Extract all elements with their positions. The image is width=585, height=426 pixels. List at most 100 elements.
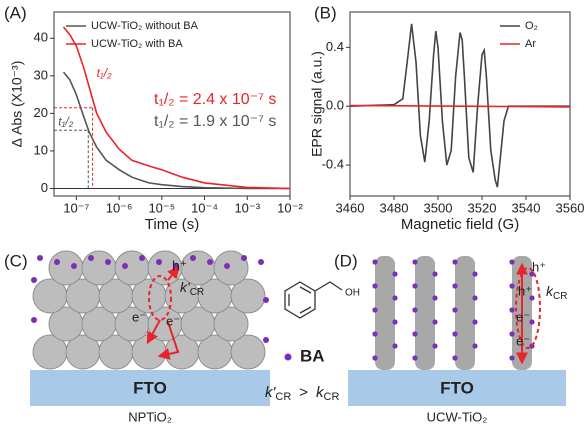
y-tick-label: 0.4 xyxy=(326,39,344,54)
arrow xyxy=(146,319,161,345)
hole-label: h⁺ xyxy=(518,283,532,298)
substrate-label: FTO xyxy=(440,378,474,397)
half-life-note: t₁/₂ = 2.4 x 10⁻⁷ s xyxy=(154,91,276,108)
ba-dot xyxy=(122,263,128,269)
legend-label: UCW-TiO₂ without BA xyxy=(91,20,199,32)
y-axis-label: Δ Abs (X10⁻³) xyxy=(9,61,25,148)
ba-dot xyxy=(284,353,292,361)
electron-label: e⁻ xyxy=(516,309,530,324)
ba-dot xyxy=(529,319,535,325)
ba-dot xyxy=(412,307,418,313)
ba-dot xyxy=(452,355,458,361)
hole-label: h⁺ xyxy=(532,259,546,274)
x-tick-label: 3560 xyxy=(556,200,585,215)
rate-symbol: k' xyxy=(180,279,191,295)
panel-label: (D) xyxy=(334,251,358,270)
ba-dot xyxy=(509,355,515,361)
series-line xyxy=(349,104,571,108)
series-line xyxy=(62,26,291,190)
rate-subscript: CR xyxy=(190,287,204,298)
ba-dot xyxy=(392,319,398,325)
legend-label: BA xyxy=(300,346,325,365)
ba-dot xyxy=(509,259,515,265)
ba-dot xyxy=(31,317,37,323)
particle xyxy=(81,250,117,286)
ba-dot xyxy=(224,263,230,269)
ba-dot xyxy=(54,259,60,265)
arrow xyxy=(157,321,180,360)
particle xyxy=(213,250,249,286)
ba-dot xyxy=(372,355,378,361)
particle xyxy=(230,278,266,314)
ba-dot xyxy=(509,283,515,289)
ba-dot xyxy=(190,255,196,261)
substrate xyxy=(30,370,270,406)
ba-dot xyxy=(88,255,94,261)
ba-dot xyxy=(472,271,478,277)
ba-dot xyxy=(452,331,458,337)
ba-dot xyxy=(71,263,77,269)
ba-dot xyxy=(412,331,418,337)
ba-dot xyxy=(452,283,458,289)
relation: k'CR > kCR xyxy=(265,384,339,403)
panel-label: (C) xyxy=(4,251,28,270)
ba-dot xyxy=(372,331,378,337)
ba-dot xyxy=(412,283,418,289)
electron-label: e⁻ xyxy=(166,313,180,328)
x-tick-label: 3520 xyxy=(468,200,497,215)
ba-dot xyxy=(432,271,438,277)
y-tick-label: 0 xyxy=(41,180,48,195)
ba-dot xyxy=(392,295,398,301)
group-label: OH xyxy=(345,288,360,299)
series-line xyxy=(349,23,570,188)
series-line xyxy=(62,71,290,190)
x-tick-label: 10⁻² xyxy=(277,200,303,215)
y-tick-label: 10 xyxy=(34,142,48,157)
y-tick-label: 20 xyxy=(34,105,48,120)
caption: UCW-TiO₂ xyxy=(427,409,488,424)
rate-symbol: k xyxy=(316,384,325,401)
rate-subscript: CR xyxy=(275,391,291,403)
rate-symbol: k xyxy=(546,283,554,299)
y-tick-label: 30 xyxy=(34,67,48,82)
y-axis-label: EPR signal (a.u.) xyxy=(309,51,325,157)
ba-dot xyxy=(258,259,264,265)
rate-subscript: CR xyxy=(553,291,567,302)
panel-label: (A) xyxy=(4,3,27,22)
half-life-note: t₁/₂ = 1.9 x 10⁻⁷ s xyxy=(154,113,276,130)
plot-frame xyxy=(349,11,571,197)
ba-dot xyxy=(472,295,478,301)
rate-label: kCR xyxy=(546,283,567,302)
x-tick-label: 10⁻³ xyxy=(234,200,260,215)
operator: > xyxy=(299,384,308,401)
particles xyxy=(31,250,269,370)
legend-label: O₂ xyxy=(525,20,538,32)
x-tick-label: 3480 xyxy=(380,200,409,215)
ba-dot xyxy=(392,343,398,349)
ba-dot xyxy=(509,331,515,337)
ba-dot xyxy=(31,277,37,283)
ba-dot xyxy=(529,295,535,301)
ba-dot xyxy=(412,355,418,361)
double-bonds xyxy=(288,286,312,314)
x-tick-label: 3500 xyxy=(424,200,453,215)
ba-dot xyxy=(372,307,378,313)
substrate-label: FTO xyxy=(133,378,167,397)
x-axis-label: Magnetic field (G) xyxy=(401,216,519,233)
ba-dot xyxy=(472,319,478,325)
ba-dot xyxy=(412,259,418,265)
legend-label: UCW-TiO₂ with BA xyxy=(91,38,183,50)
ba-dot xyxy=(392,271,398,277)
y-tick-label: 0.0 xyxy=(326,98,344,113)
ba-dot xyxy=(472,343,478,349)
legend-label: Ar xyxy=(525,38,536,50)
ba-dot xyxy=(432,319,438,325)
rate-label: k'CR xyxy=(180,279,204,298)
ba-dot xyxy=(372,259,378,265)
y-tick-label: -0.4 xyxy=(322,157,344,172)
diagrams: (C) FTO h⁺ k'CR e⁻ e⁻ NPTiO₂ OH BA k'CR >… xyxy=(4,250,567,424)
curve-label: t₁/₂ xyxy=(97,66,112,80)
ba-dot xyxy=(432,295,438,301)
wire xyxy=(375,256,395,370)
x-tick-label: 10⁻⁷ xyxy=(63,200,89,215)
